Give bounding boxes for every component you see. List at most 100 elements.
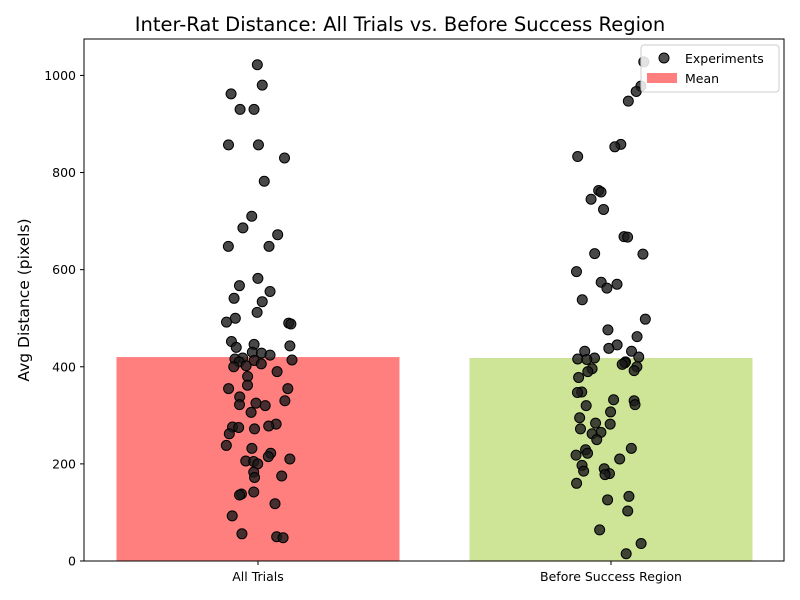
data-point — [626, 345, 638, 357]
data-point — [571, 387, 583, 399]
data-point — [574, 412, 586, 424]
chart-title: Inter-Rat Distance: All Trials vs. Befor… — [135, 13, 666, 36]
x-axis: All Trials Before Success Region — [232, 561, 682, 584]
data-point — [248, 486, 260, 498]
data-point — [262, 451, 274, 463]
data-point — [230, 341, 242, 353]
data-point — [246, 442, 258, 454]
data-point — [245, 406, 257, 418]
data-point — [591, 434, 603, 446]
data-point — [602, 494, 614, 506]
data-point — [595, 186, 607, 198]
data-point — [248, 103, 260, 115]
data-point — [259, 400, 271, 412]
y-axis: 0 200 400 600 800 1000 — [44, 68, 84, 569]
data-point — [256, 79, 268, 91]
data-point — [282, 383, 294, 395]
data-point — [256, 296, 268, 308]
data-point — [594, 524, 606, 536]
data-point — [223, 428, 235, 440]
data-point — [258, 175, 270, 187]
data-point — [574, 423, 586, 435]
data-point — [611, 278, 623, 290]
data-point — [237, 222, 249, 234]
data-point — [602, 324, 614, 336]
data-point — [285, 318, 297, 330]
data-point — [284, 340, 296, 352]
data-point — [220, 439, 232, 451]
data-point — [620, 548, 632, 560]
y-tick-label: 1000 — [44, 68, 76, 83]
data-point — [629, 399, 641, 411]
data-point — [585, 193, 597, 205]
data-point — [234, 489, 246, 501]
bars-group — [116, 357, 753, 561]
data-point — [580, 400, 592, 412]
data-point — [251, 306, 263, 318]
legend-marker-experiments — [658, 52, 670, 64]
data-point — [599, 469, 611, 481]
data-point — [581, 353, 593, 365]
data-point — [255, 358, 267, 370]
data-point — [276, 470, 288, 482]
y-tick-label: 400 — [52, 359, 76, 374]
data-point — [250, 397, 262, 409]
data-point — [590, 417, 602, 429]
data-point — [616, 358, 628, 370]
data-point — [622, 231, 634, 243]
data-point — [572, 151, 584, 163]
data-point — [234, 399, 246, 411]
data-point — [601, 282, 613, 294]
y-tick-label: 800 — [52, 165, 76, 180]
data-point — [614, 453, 626, 465]
data-point — [605, 406, 617, 418]
data-point — [625, 442, 637, 454]
bar-before-success-region — [469, 358, 753, 561]
data-point — [252, 272, 264, 284]
data-point — [630, 85, 642, 97]
data-point — [223, 383, 235, 395]
data-point — [272, 229, 284, 241]
data-point — [246, 210, 258, 222]
data-point — [221, 316, 233, 328]
data-point — [222, 139, 234, 151]
data-point — [240, 360, 252, 372]
legend: Experiments Mean — [640, 44, 780, 93]
x-tick-label: All Trials — [232, 569, 284, 584]
data-point — [570, 449, 582, 461]
data-point — [578, 465, 590, 477]
data-point — [622, 505, 634, 517]
data-point — [225, 88, 237, 100]
points-group — [220, 56, 651, 560]
data-point — [635, 538, 647, 550]
data-point — [234, 103, 246, 115]
data-point — [570, 266, 582, 278]
data-point — [264, 349, 276, 361]
data-point — [228, 361, 240, 373]
data-point — [242, 379, 254, 391]
data-point — [271, 366, 283, 378]
data-point — [249, 423, 261, 435]
data-point — [233, 280, 245, 292]
data-point — [286, 354, 298, 366]
data-point — [228, 292, 240, 304]
data-point — [277, 532, 289, 544]
data-point — [603, 342, 615, 354]
data-point — [252, 139, 264, 151]
data-point — [236, 528, 248, 540]
data-point — [582, 366, 594, 378]
y-axis-label: Avg Distance (pixels) — [15, 218, 33, 381]
legend-marker-mean — [647, 73, 677, 83]
data-point — [576, 294, 588, 306]
data-point — [222, 240, 234, 252]
legend-label-mean: Mean — [685, 71, 719, 86]
data-point — [263, 240, 275, 252]
data-point — [639, 313, 651, 325]
data-point — [631, 331, 643, 343]
plot-frame — [83, 38, 785, 562]
y-tick-label: 600 — [52, 262, 76, 277]
legend-label-experiments: Experiments — [685, 51, 764, 66]
data-point — [233, 421, 245, 433]
data-point — [582, 447, 594, 459]
